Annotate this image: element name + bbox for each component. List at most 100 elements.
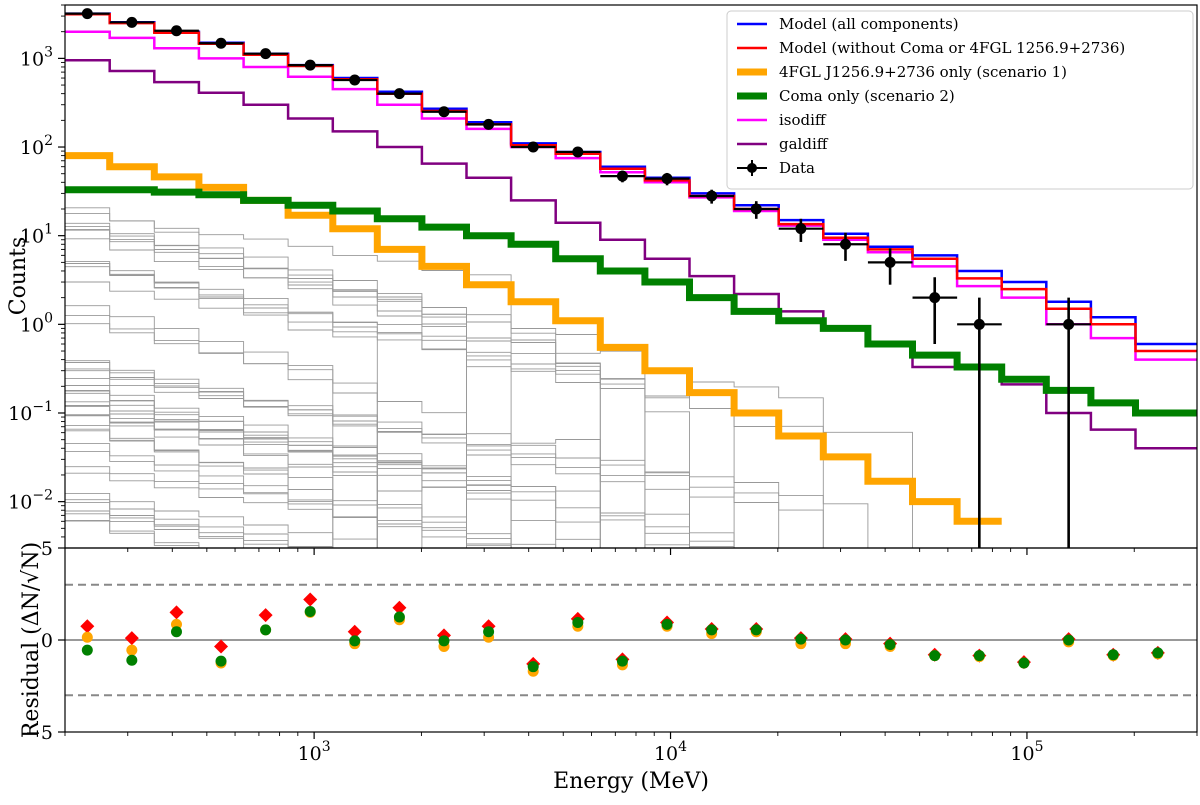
data-point (154, 25, 199, 37)
legend-box (726, 10, 1194, 190)
series-coma-only-scenario-2 (65, 186, 1197, 417)
legend-label: 4FGL J1256.9+2736 only (scenario 1) (779, 63, 1067, 81)
data-marker (973, 318, 985, 330)
counts-y-ticks: 10−2 10−1 100 101 102 103 (8, 4, 65, 549)
legend-entry: isodiff (737, 111, 827, 129)
faint-source-line (65, 513, 289, 548)
faint-source-line (65, 520, 200, 548)
y-tick-label: 102 (20, 133, 53, 159)
faint-source-line (65, 261, 646, 548)
y-tick-label: 100 (20, 310, 53, 336)
legend-label: Coma only (scenario 2) (779, 87, 955, 105)
legend-entry: 4FGL J1256.9+2736 only (scenario 1) (737, 63, 1067, 81)
data-marker (750, 203, 762, 215)
residual-marker-circle (81, 644, 93, 656)
data-marker (661, 173, 673, 185)
x-tick-label: 105 (1010, 739, 1043, 765)
data-point (1046, 297, 1091, 548)
faint-source-line (65, 305, 334, 548)
data-point (198, 37, 244, 49)
faint-source-line (65, 425, 557, 548)
residual-marker-diamond (258, 608, 273, 623)
faint-source-line (65, 502, 245, 548)
legend-label: galdiff (779, 135, 829, 153)
energy-x-ticks: 103 104 105 (64, 548, 1198, 765)
y-tick-label: 101 (20, 222, 53, 248)
data-marker (304, 59, 316, 71)
series-4fgl-j1256-9-2736-only-scenario-1 (65, 152, 1002, 525)
legend-entry: Coma only (scenario 2) (737, 87, 955, 105)
data-point (867, 248, 913, 285)
residual-y-tick-label: −5 (25, 722, 53, 744)
faint-source-line (65, 390, 735, 548)
legend-label: Model (without Coma or 4FGL 1256.9+2736) (779, 39, 1125, 57)
data-marker (81, 8, 93, 20)
residual-marker-circle (393, 611, 405, 623)
data-point (600, 170, 645, 183)
residual-marker-circle (438, 635, 450, 647)
faint-source-line (65, 213, 512, 548)
legend-label: Model (all components) (779, 15, 959, 33)
data-marker (572, 146, 584, 158)
data-marker (929, 292, 941, 304)
residual-marker-circle (260, 624, 272, 636)
data-point (243, 48, 289, 60)
residual-marker-circle (126, 654, 138, 666)
data-marker (393, 88, 405, 100)
faint-source-line (65, 499, 334, 548)
residual-marker-circle (706, 624, 718, 636)
residual-marker-circle (616, 655, 628, 667)
data-point (288, 59, 333, 71)
residual-marker-circle (572, 617, 584, 629)
data-point (555, 146, 601, 158)
residual-marker-circle (884, 639, 896, 651)
data-marker (839, 238, 851, 250)
residual-marker-circle (126, 644, 138, 656)
residual-points (65, 583, 1197, 697)
counts-axis-label: Counts (6, 237, 31, 316)
residual-marker-circle (1018, 657, 1030, 669)
data-marker (170, 25, 182, 37)
data-marker (260, 48, 272, 60)
data-point (377, 88, 422, 100)
data-point (466, 118, 512, 130)
residual-marker-circle (1152, 647, 1164, 659)
data-marker (795, 223, 807, 235)
residual-marker-circle (973, 650, 985, 662)
residual-marker-circle (349, 635, 361, 647)
residual-marker-circle (750, 624, 762, 636)
faint-source-line (65, 263, 378, 548)
residual-marker-circle (1063, 634, 1075, 646)
data-point (109, 16, 155, 28)
data-marker (616, 170, 628, 182)
data-point (734, 201, 779, 219)
residual-axis-label: Residual (ΔN/√N) (19, 542, 44, 738)
energy-axis-label: Energy (MeV) (553, 769, 709, 794)
data-marker (527, 141, 539, 153)
data-point (778, 218, 824, 242)
residual-y-tick-label: 5 (41, 538, 53, 560)
data-marker (126, 16, 138, 28)
residual-marker-circle (1107, 649, 1119, 661)
residual-marker-diamond (303, 592, 318, 607)
faint-source-line (65, 370, 780, 548)
residual-marker-circle (304, 605, 316, 617)
data-marker (483, 118, 495, 130)
legend-label: isodiff (779, 111, 827, 129)
y-tick-label: 10−1 (8, 399, 53, 425)
residual-marker-circle (170, 626, 182, 638)
residual-marker-circle (661, 618, 673, 630)
data-point (823, 232, 868, 261)
residual-marker-diamond (80, 619, 95, 634)
residual-marker-diamond (214, 639, 229, 654)
residual-marker-circle (839, 634, 851, 646)
data-marker (884, 256, 896, 268)
data-marker (438, 106, 450, 118)
faint-source-line (65, 228, 646, 548)
legend-entry: Model (all components) (737, 15, 959, 33)
residual-marker-circle (81, 631, 93, 643)
data-point (912, 277, 958, 345)
data-marker (706, 190, 718, 202)
legend-entry: galdiff (737, 135, 829, 153)
